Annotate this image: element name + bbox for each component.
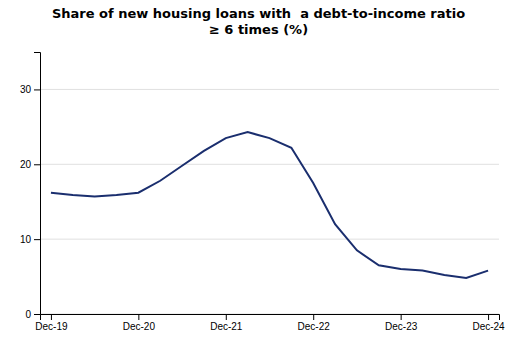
x-tick: Dec-19	[35, 314, 68, 332]
y-tick-mark	[34, 314, 40, 315]
y-tick-label: 30	[20, 84, 32, 95]
y-tick-label: 0	[25, 309, 31, 320]
x-tick-label: Dec-23	[385, 321, 418, 332]
x-tick: Dec-22	[298, 314, 331, 332]
y-tick: 20	[20, 159, 40, 170]
y-axis: 0 10 20 30	[20, 53, 41, 320]
chart: Share of new housing loans with a debt-t…	[0, 0, 517, 344]
x-axis: Dec-19 Dec-20 Dec-21 Dec-22 Dec-23 Dec-24	[35, 314, 505, 332]
title-line: Share of new housing loans with a debt-t…	[52, 6, 465, 21]
grid-line	[40, 164, 499, 165]
x-tick-mark	[138, 314, 139, 320]
x-tick: Dec-21	[210, 314, 243, 332]
x-tick-label: Dec-22	[298, 321, 331, 332]
grid-line	[40, 239, 499, 240]
plot: 0102030Dec-19Dec-20Dec-21Dec-22Dec-23Dec…	[20, 53, 505, 333]
x-tick-mark	[401, 314, 402, 320]
x-tick-mark	[313, 314, 314, 320]
x-tick-label: Dec-20	[123, 321, 156, 332]
y-tick: 30	[20, 84, 40, 95]
y-tick-label: 10	[20, 234, 32, 245]
x-tick-label: Dec-19	[35, 321, 68, 332]
y-axis-line	[34, 53, 41, 315]
x-tick-mark	[488, 314, 489, 320]
x-tick-label: Dec-21	[210, 321, 243, 332]
title: Share of new housing loans with a debt-t…	[52, 6, 465, 37]
grid	[40, 89, 499, 314]
x-tick-mark	[226, 314, 227, 320]
x-tick-label: Dec-24	[472, 321, 505, 332]
y-tick: 10	[20, 234, 40, 245]
y-tick: 0	[25, 309, 40, 320]
y-tick-mark	[34, 89, 40, 90]
title-line: ≥ 6 times (%)	[209, 22, 308, 37]
grid-line	[40, 89, 499, 90]
x-tick: Dec-20	[123, 314, 156, 332]
y-tick-mark	[34, 239, 40, 240]
x-tick: Dec-23	[385, 314, 418, 332]
y-tick-mark	[34, 164, 40, 165]
marks	[51, 132, 488, 278]
x-axis-line	[41, 315, 500, 321]
y-tick-label: 20	[20, 159, 32, 170]
line	[51, 132, 488, 278]
x-tick: Dec-24	[472, 314, 505, 332]
x-tick-mark	[51, 314, 52, 320]
